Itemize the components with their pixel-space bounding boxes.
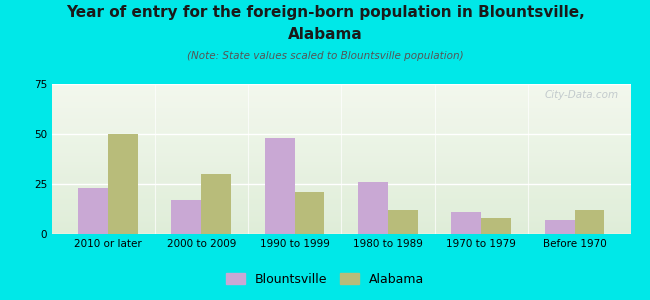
Bar	[575, 210, 604, 234]
Text: Alabama: Alabama	[287, 27, 363, 42]
Bar	[78, 188, 108, 234]
Bar	[294, 192, 324, 234]
Text: Year of entry for the foreign-born population in Blountsville,: Year of entry for the foreign-born popul…	[66, 4, 584, 20]
Text: City-Data.com: City-Data.com	[545, 90, 619, 100]
Bar	[451, 212, 481, 234]
Bar	[545, 220, 575, 234]
Bar	[265, 138, 294, 234]
Bar	[172, 200, 202, 234]
Bar	[358, 182, 388, 234]
Text: (Note: State values scaled to Blountsville population): (Note: State values scaled to Blountsvil…	[187, 51, 463, 61]
Bar	[202, 174, 231, 234]
Bar	[108, 134, 138, 234]
Bar	[481, 218, 511, 234]
Bar	[388, 210, 418, 234]
Legend: Blountsville, Alabama: Blountsville, Alabama	[221, 268, 429, 291]
